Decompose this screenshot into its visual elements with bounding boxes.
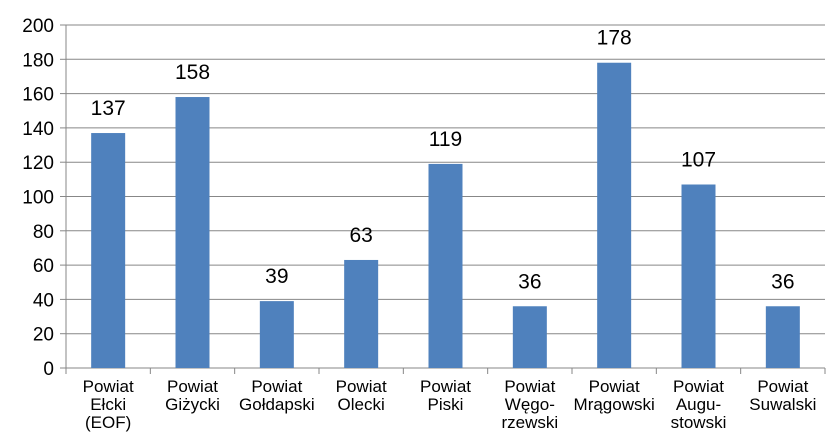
x-category-label: Powiat Giżycki bbox=[165, 377, 220, 414]
x-category-label-line: Ełcki bbox=[90, 395, 126, 414]
bars bbox=[91, 62, 800, 368]
x-category-label: Powiat Węgo-rzewski bbox=[501, 377, 558, 432]
y-tick-label: 40 bbox=[33, 290, 54, 311]
bar bbox=[175, 97, 210, 368]
x-category-label-line: Powiat bbox=[673, 377, 724, 396]
x-category-label: Powiat Augu-stowski bbox=[671, 377, 727, 432]
y-tick-label: 120 bbox=[22, 153, 54, 174]
bar bbox=[681, 184, 716, 368]
x-category-label-line: Powiat bbox=[83, 377, 134, 396]
y-tick-label: 80 bbox=[33, 222, 54, 243]
data-label: 178 bbox=[597, 27, 632, 50]
x-category-label: Powiat Gołdapski bbox=[239, 377, 315, 414]
data-labels: 137 158 39 63 119 36 178 107 36 bbox=[91, 27, 795, 294]
data-label: 119 bbox=[429, 128, 462, 151]
y-tick-label: 140 bbox=[22, 119, 54, 140]
x-category-label-line: Olecki bbox=[338, 395, 385, 414]
data-label: 39 bbox=[265, 265, 288, 288]
y-tick-label: 60 bbox=[33, 256, 54, 277]
x-category-label-line: rzewski bbox=[501, 413, 558, 432]
bar bbox=[428, 163, 463, 368]
bar bbox=[344, 259, 379, 368]
data-label: 107 bbox=[681, 148, 716, 171]
x-category-label: Powiat Suwalski bbox=[749, 377, 816, 414]
y-tick-label: 100 bbox=[22, 188, 54, 209]
x-category-label-line: Powiat bbox=[167, 377, 218, 396]
x-category-label-line: Węgo- bbox=[505, 395, 555, 414]
data-label: 158 bbox=[175, 61, 210, 84]
bar bbox=[512, 306, 547, 368]
x-category-label: Powiat Ełcki (EOF) bbox=[83, 377, 134, 432]
y-tick-label: 0 bbox=[43, 359, 54, 380]
x-category-label-line: Piski bbox=[428, 395, 464, 414]
data-label: 36 bbox=[771, 270, 794, 293]
x-category-label-line: Suwalski bbox=[749, 395, 816, 414]
data-label: 63 bbox=[349, 224, 372, 247]
bar bbox=[259, 301, 294, 368]
x-category-label-line: (EOF) bbox=[85, 413, 131, 432]
y-tick-label: 180 bbox=[22, 50, 54, 71]
x-category-label: Powiat Mrągowski bbox=[574, 377, 655, 414]
x-category-label-line: Powiat bbox=[251, 377, 302, 396]
y-axis-ticks: 0 20 40 60 80 100 120 140 160 180 200 bbox=[22, 16, 54, 380]
x-category-label: Powiat Olecki bbox=[336, 377, 387, 414]
y-tick-label: 200 bbox=[22, 16, 54, 37]
x-category-label-line: Powiat bbox=[504, 377, 555, 396]
x-category-label-line: Augu- bbox=[676, 395, 721, 414]
y-tick-label: 20 bbox=[33, 325, 54, 346]
x-category-label-line: Giżycki bbox=[165, 395, 220, 414]
x-category-label: Powiat Piski bbox=[420, 377, 471, 414]
x-category-label-line: Powiat bbox=[420, 377, 471, 396]
data-label: 137 bbox=[91, 97, 126, 120]
data-label: 36 bbox=[518, 270, 541, 293]
bar bbox=[765, 306, 800, 368]
x-category-label-line: Gołdapski bbox=[239, 395, 315, 414]
x-category-label-line: Powiat bbox=[589, 377, 640, 396]
y-tick-label: 160 bbox=[22, 85, 54, 106]
x-category-label-line: Powiat bbox=[757, 377, 808, 396]
x-category-label-line: stowski bbox=[671, 413, 727, 432]
x-category-label-line: Mrągowski bbox=[574, 395, 655, 414]
bar bbox=[597, 62, 632, 368]
bar bbox=[91, 133, 126, 368]
x-category-label-line: Powiat bbox=[336, 377, 387, 396]
